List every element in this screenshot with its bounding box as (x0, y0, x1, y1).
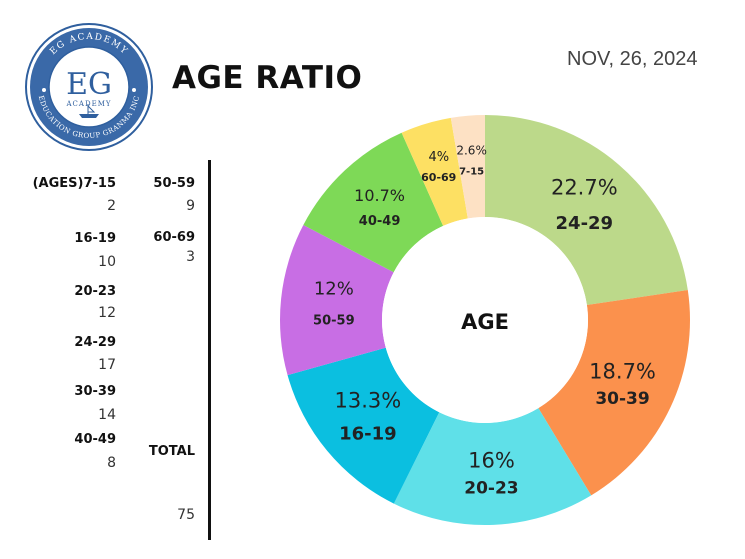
slice-percent-label: 13.3% (335, 389, 402, 413)
age-label: 24-29 (74, 335, 116, 350)
age-count: 8 (107, 455, 116, 471)
donut-slice-50-59 (280, 225, 394, 376)
total-label: TOTAL (148, 444, 195, 459)
donut-slice-24-29 (485, 115, 688, 305)
age-count: 12 (98, 305, 116, 321)
donut-slice-7-15 (450, 115, 485, 219)
age-label: (AGES)7-15 (32, 176, 116, 191)
slice-category-label: 40-49 (359, 214, 401, 229)
age-label: 40-49 (74, 432, 116, 447)
slice-category-label: 30-39 (595, 389, 649, 409)
logo-monogram: EG (66, 67, 112, 102)
slice-percent-label: 4% (428, 150, 449, 165)
slice-percent-label: 10.7% (354, 186, 405, 205)
age-count: 3 (186, 249, 195, 265)
page-title: AGE RATIO (172, 60, 363, 96)
age-count: 2 (107, 198, 116, 214)
slice-category-label: 7-15 (459, 167, 484, 178)
slice-category-label: 24-29 (556, 213, 614, 234)
slice-category-label: 16-19 (339, 424, 397, 445)
age-donut-chart: 22.7% 24-29 18.7% 30-39 16% 20-23 13.3% 16-19 12… (280, 115, 690, 525)
donut-slice-60-69 (401, 117, 468, 226)
slice-category-label: 60-69 (421, 171, 456, 184)
age-label: 60-69 (153, 230, 195, 245)
age-count: 9 (186, 198, 195, 214)
slice-percent-label: 12% (314, 278, 354, 299)
slice-percent-label: 22.7% (551, 175, 618, 199)
eg-academy-logo: EG ACADEMY EDUCATION GROUP GRANMA INC EG… (25, 23, 153, 151)
age-label: 30-39 (74, 384, 116, 399)
slice-percent-label: 16% (468, 449, 515, 473)
donut-slice-40-49 (303, 132, 444, 273)
age-label: 50-59 (153, 176, 195, 191)
age-label: 20-23 (74, 284, 116, 299)
donut-slice-30-39 (538, 290, 690, 496)
divider-line (208, 160, 211, 540)
age-count: 10 (98, 254, 116, 270)
slice-category-label: 50-59 (313, 314, 355, 329)
slice-percent-label: 2.6% (456, 143, 487, 157)
donut-slice-20-23 (393, 408, 592, 525)
report-date: NOV, 26, 2024 (567, 48, 698, 70)
slice-percent-label: 18.7% (589, 360, 656, 384)
age-count: 14 (98, 407, 116, 423)
donut-slice-16-19 (287, 347, 440, 504)
age-count: 17 (98, 357, 116, 373)
donut-hole (382, 217, 588, 423)
age-label: 16-19 (74, 231, 116, 246)
total-value: 75 (177, 507, 195, 523)
chart-center-label: AGE (461, 310, 509, 334)
slice-category-label: 20-23 (464, 478, 518, 498)
